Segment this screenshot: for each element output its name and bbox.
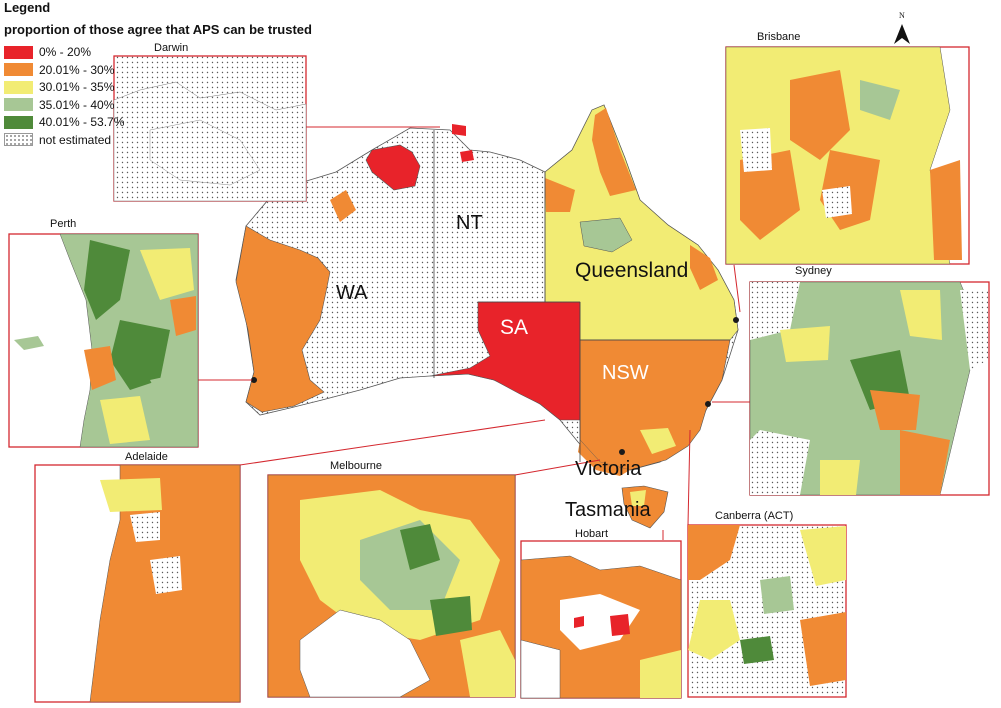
melbourne-dot [619,449,625,455]
vic-orange [578,440,630,476]
darwin-inset [113,55,307,202]
qld-green-patch [579,217,633,253]
legend-item: 20.01% - 30% [4,62,114,78]
inset-label-hobart: Hobart [575,528,609,540]
legend-title: Legend [4,0,51,15]
state-label-qld: Queensland [575,259,689,282]
nsw-yellow-patch [640,428,676,454]
state-label-nt: NT [456,212,483,234]
qld-orange-coast [690,245,718,290]
nt-red-small-2 [452,124,466,136]
tasmania-yellow [630,490,646,506]
sydney-dot [705,401,711,407]
state-label-sa: SA [500,316,529,339]
nt-red-small [460,150,474,162]
inset-label-sydney: Sydney [795,265,832,277]
qld-orange-west [545,178,575,212]
state-label-vic: Victoria [575,458,642,480]
legend-swatch [4,98,33,111]
legend-label: 30.01% - 35% [39,80,115,94]
legend-subtitle: proportion of those agree that APS can b… [4,22,312,37]
legend-label: 40.01% - 53.7% [39,115,125,129]
state-boundaries [433,130,730,462]
brisbane-dot [733,317,739,323]
adelaide-inset [34,464,241,703]
wa-orange-north [330,190,356,222]
legend-swatch [4,115,33,129]
legend-swatch [4,45,33,59]
inset-label-melbourne: Melbourne [330,460,382,472]
legend-swatch [4,63,33,76]
leader-lines [198,126,750,540]
legend-item: 40.01% - 53.7% [4,114,124,130]
legend-label: 35.01% - 40% [39,97,115,112]
perth-dot [251,377,257,383]
wa-orange-region [235,225,331,413]
inset-label-canberra: Canberra (ACT) [715,510,794,522]
north-arrow-label: N [899,11,905,20]
legend-swatch [4,133,33,146]
legend-item: 35.01% - 40% [4,97,114,113]
legend-label: 20.01% - 30% [39,62,115,77]
inset-label-brisbane: Brisbane [757,31,801,43]
inset-label-darwin: Darwin [154,42,189,54]
melbourne-inset [267,474,516,698]
hobart-inset [520,540,682,699]
legend-item: not estimated [4,132,111,148]
state-label-tas: Tasmania [565,499,651,521]
legend-item: 0% - 20% [4,44,91,60]
legend-item: 30.01% - 35% [4,79,114,95]
legend-label: not estimated [39,132,112,147]
north-arrow-icon: N [894,11,910,44]
inset-label-adelaide: Adelaide [125,451,168,463]
perth-inset [8,233,199,448]
state-label-wa: WA [336,282,368,304]
legend-swatch [4,80,33,94]
qld-orange-cape [592,108,636,196]
legend-label: 0% - 20% [39,45,92,59]
sydney-inset [749,281,990,496]
nt-red-region [365,144,421,191]
canberra-inset [687,524,847,698]
state-label-nsw: NSW [602,362,649,384]
brisbane-inset [725,46,970,265]
australia-map [235,104,739,529]
inset-label-perth: Perth [50,218,77,230]
